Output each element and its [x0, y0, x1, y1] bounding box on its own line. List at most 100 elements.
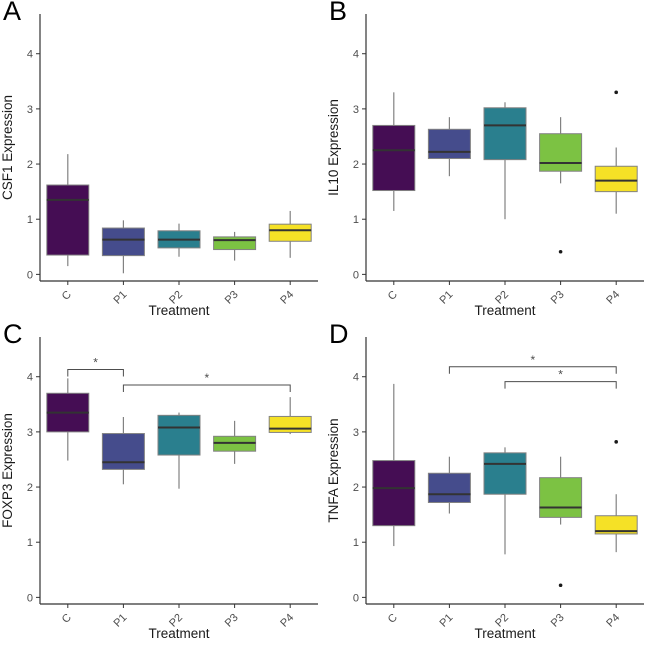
- y-tick-label: 2: [353, 159, 359, 171]
- x-tick-label: C: [386, 289, 400, 303]
- panel-c: C 0 1 2 3 4 C P1 P2 P3 P4 * * FOXP3 Expression Treatm…: [0, 319, 326, 646]
- y-tick-label: 1: [353, 537, 359, 549]
- x-tick-label: P4: [604, 612, 622, 630]
- box-group-C: [46, 378, 90, 461]
- panel-label-d: D: [329, 319, 349, 349]
- iqr-box: [213, 236, 257, 251]
- box-group-P1: [427, 117, 471, 177]
- box-group-P4: [268, 210, 312, 258]
- box-group-P2: [157, 412, 201, 489]
- x-axis-title: Treatment: [474, 303, 535, 318]
- iqr-box: [539, 477, 583, 518]
- y-tick-label: 1: [353, 214, 359, 226]
- significance-bracket-P1-P4: *: [122, 371, 291, 392]
- x-axis-title: Treatment: [148, 626, 209, 641]
- y-tick-label: 0: [27, 592, 33, 604]
- panel-b: B 0 1 2 3 4 C P1 P2 P3 P4 IL10 Expression Treatment: [326, 0, 652, 323]
- iqr-box: [594, 165, 638, 193]
- box-group-P3: [539, 117, 583, 254]
- box-group-P1: [101, 416, 145, 485]
- x-tick-label: C: [60, 289, 74, 303]
- panel-label-b: B: [329, 0, 348, 26]
- iqr-box: [483, 452, 527, 495]
- y-tick-label: 4: [353, 49, 359, 61]
- iqr-box: [372, 124, 416, 192]
- x-tick-label: P3: [549, 289, 567, 307]
- iqr-box: [594, 515, 638, 535]
- x-axis-title: Treatment: [148, 303, 209, 318]
- y-tick-label: 3: [353, 427, 359, 439]
- x-tick-label: C: [60, 612, 74, 626]
- x-tick-label: P4: [604, 289, 622, 307]
- outlier-point: [558, 249, 563, 254]
- x-tick-label: P1: [112, 289, 130, 307]
- iqr-box: [427, 128, 471, 160]
- x-tick-label: P1: [112, 612, 130, 630]
- x-axis-title: Treatment: [474, 626, 535, 641]
- y-tick-label: 2: [27, 159, 33, 171]
- panel-label-a: A: [3, 0, 22, 26]
- outlier-point: [614, 440, 618, 444]
- y-axis-title: FOXP3 Expression: [0, 413, 15, 528]
- iqr-box: [427, 472, 471, 503]
- y-tick-label: 4: [27, 372, 33, 384]
- x-tick-label: C: [386, 612, 400, 626]
- iqr-box: [268, 415, 312, 433]
- y-tick-label: 0: [27, 269, 33, 281]
- x-tick-label: P1: [438, 289, 456, 307]
- panel-a: A 0 1 2 3 4 C P1 P2 P3 P4 CSF1 Expression Treatment: [0, 0, 326, 323]
- box-group-P2: [157, 223, 201, 257]
- iqr-box: [157, 414, 201, 456]
- bracket-line: [67, 369, 124, 377]
- iqr-box: [372, 460, 416, 527]
- x-tick-label: P4: [278, 289, 296, 307]
- panel-label-c: C: [3, 319, 23, 349]
- box-group-C: [372, 92, 416, 211]
- y-tick-label: 4: [353, 372, 359, 384]
- y-axis-title: CSF1 Expression: [0, 95, 15, 200]
- box-group-C: [46, 154, 90, 267]
- iqr-box: [539, 133, 583, 172]
- bracket-line: [122, 384, 291, 392]
- x-tick-label: P3: [223, 612, 241, 630]
- y-tick-label: 0: [353, 269, 359, 281]
- y-tick-label: 3: [27, 427, 33, 439]
- outlier-point: [614, 90, 618, 95]
- significance-bracket-C-P1: *: [67, 356, 124, 377]
- y-tick-label: 2: [353, 482, 359, 494]
- significance-bracket-P1-P4: *: [448, 353, 617, 374]
- significance-label: *: [204, 371, 209, 385]
- x-tick-label: P4: [278, 612, 296, 630]
- y-tick-label: 3: [27, 104, 33, 116]
- x-tick-label: P3: [549, 612, 567, 630]
- box-group-P1: [427, 456, 471, 514]
- panel-d: D 0 1 2 3 4 C P1 P2 P3 P4 * * TNFA Expression Treatme…: [326, 319, 652, 646]
- significance-label: *: [558, 368, 563, 382]
- box-group-P4: [594, 440, 638, 553]
- box-group-P3: [539, 456, 583, 588]
- y-axis-title: IL10 Expression: [326, 99, 341, 196]
- significance-bracket-P2-P4: *: [504, 368, 617, 389]
- bracket-line: [504, 381, 617, 389]
- iqr-box: [483, 107, 527, 161]
- iqr-box: [101, 433, 145, 470]
- outlier-point: [558, 583, 563, 588]
- y-tick-label: 2: [27, 482, 33, 494]
- box-group-C: [372, 383, 416, 547]
- y-tick-label: 1: [27, 214, 33, 226]
- x-tick-label: P1: [438, 612, 456, 630]
- box-group-P4: [594, 90, 638, 214]
- iqr-box: [46, 184, 90, 256]
- y-tick-label: 3: [353, 104, 359, 116]
- y-tick-label: 0: [353, 592, 359, 604]
- significance-label: *: [530, 353, 535, 367]
- box-group-P2: [483, 447, 527, 555]
- box-group-P2: [483, 102, 527, 220]
